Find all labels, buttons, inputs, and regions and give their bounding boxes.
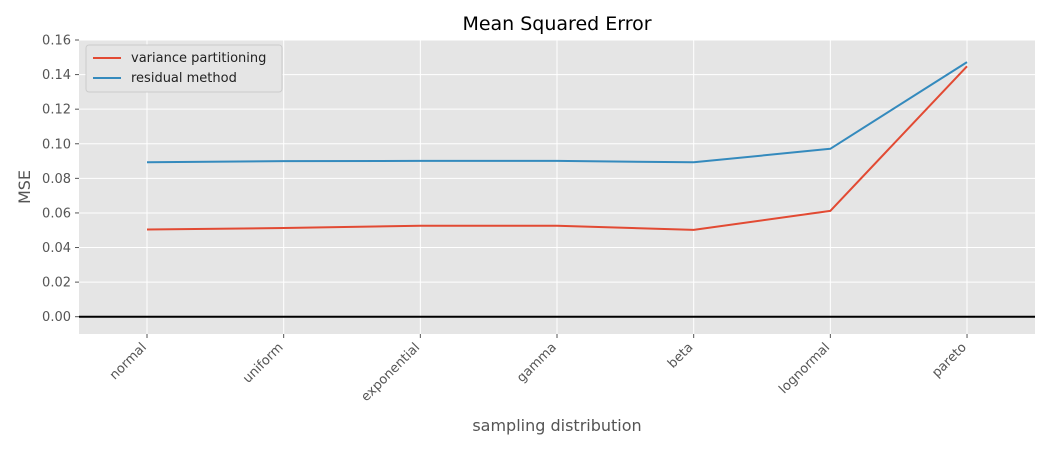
y-tick-label: 0.08 <box>42 172 71 187</box>
y-tick-label: 0.06 <box>42 206 71 221</box>
y-tick-label: 0.10 <box>42 137 71 152</box>
x-tick-label-lognormal: lognormal <box>776 340 833 397</box>
chart-title: Mean Squared Error <box>462 13 651 35</box>
y-tick-label: 0.00 <box>42 310 71 325</box>
legend-label-residual-method: residual method <box>131 71 237 86</box>
y-axis-label: MSE <box>15 170 34 204</box>
y-axis-ticks: 0.00 0.02 0.04 0.06 0.08 0.10 0.12 0.14 0.16 <box>42 34 79 325</box>
x-tick-label-gamma: gamma <box>514 340 560 386</box>
y-tick-label: 0.12 <box>42 103 71 118</box>
y-tick-label: 0.14 <box>42 68 71 83</box>
y-tick-label: 0.04 <box>42 241 71 256</box>
x-axis-ticks: normal uniform exponential gamma beta lognorm… <box>107 334 970 405</box>
legend-label-variance-partitioning: variance partitioning <box>131 51 266 66</box>
x-axis-label: sampling distribution <box>472 416 641 435</box>
series-line-variance-partitioning <box>146 65 968 231</box>
x-tick-label-normal: normal <box>107 340 150 383</box>
series-line-residual-method <box>146 61 968 164</box>
legend-box <box>85 44 283 93</box>
legend: variance partitioning residual method <box>85 44 283 93</box>
x-tick-label-pareto: pareto <box>929 340 970 381</box>
x-tick-label-uniform: uniform <box>240 340 286 386</box>
x-tick-label-exponential: exponential <box>359 340 424 405</box>
x-tick-label-beta: beta <box>665 340 696 371</box>
y-tick-label: 0.02 <box>42 276 71 291</box>
series-lines <box>146 61 968 231</box>
y-tick-label: 0.16 <box>42 34 71 49</box>
